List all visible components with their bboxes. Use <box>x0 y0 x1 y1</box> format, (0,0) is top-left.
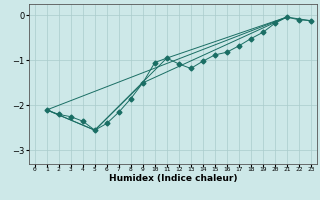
X-axis label: Humidex (Indice chaleur): Humidex (Indice chaleur) <box>108 174 237 183</box>
